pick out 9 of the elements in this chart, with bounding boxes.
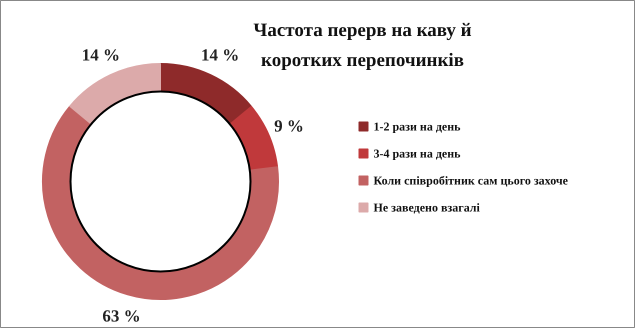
chart-title: Частота перерв на каву й коротких перепочинків — [253, 20, 472, 71]
data-label: 63 % — [102, 306, 141, 326]
data-label: 14 % — [200, 45, 240, 64]
legend-label: Не заведено взагалі — [374, 200, 481, 214]
legend-label: 3-4 рази на день — [374, 146, 462, 160]
data-label: 14 % — [82, 45, 120, 64]
data-label: 9 % — [274, 116, 304, 136]
legend-label: Коли співробітник сам цього захоче — [374, 174, 569, 188]
legend-label: 1-2 рази на день — [374, 120, 462, 134]
